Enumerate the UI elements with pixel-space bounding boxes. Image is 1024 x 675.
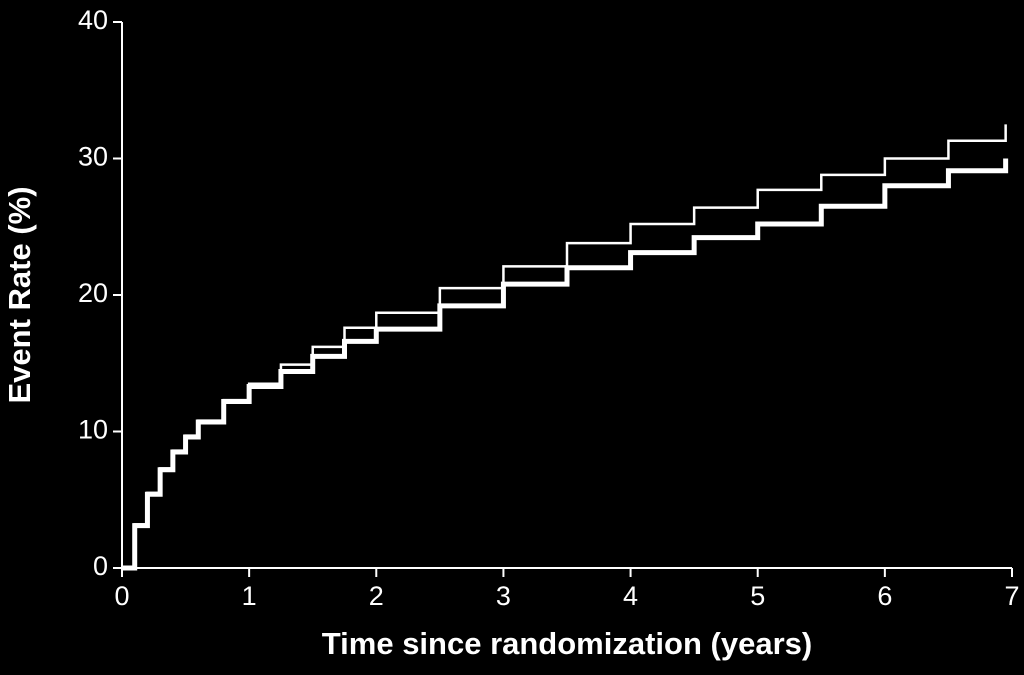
x-tick-label: 2 (369, 581, 384, 611)
x-tick-label: 0 (114, 581, 129, 611)
y-axis-label: Event Rate (%) (2, 186, 37, 403)
x-tick-label: 4 (623, 581, 638, 611)
x-tick-label: 7 (1004, 581, 1019, 611)
line-series (122, 124, 1007, 570)
x-tick-label: 6 (877, 581, 892, 611)
y-tick-label: 10 (78, 415, 108, 445)
y-tick-label: 30 (78, 142, 108, 172)
x-tick-label: 3 (496, 581, 511, 611)
y-tick-label: 40 (78, 5, 108, 35)
y-tick-label: 20 (78, 278, 108, 308)
line-series (122, 158, 1009, 571)
x-tick-label: 5 (750, 581, 765, 611)
x-tick-label: 1 (242, 581, 257, 611)
y-tick-label: 0 (93, 551, 108, 581)
x-axis-label: Time since randomization (years) (322, 626, 812, 661)
